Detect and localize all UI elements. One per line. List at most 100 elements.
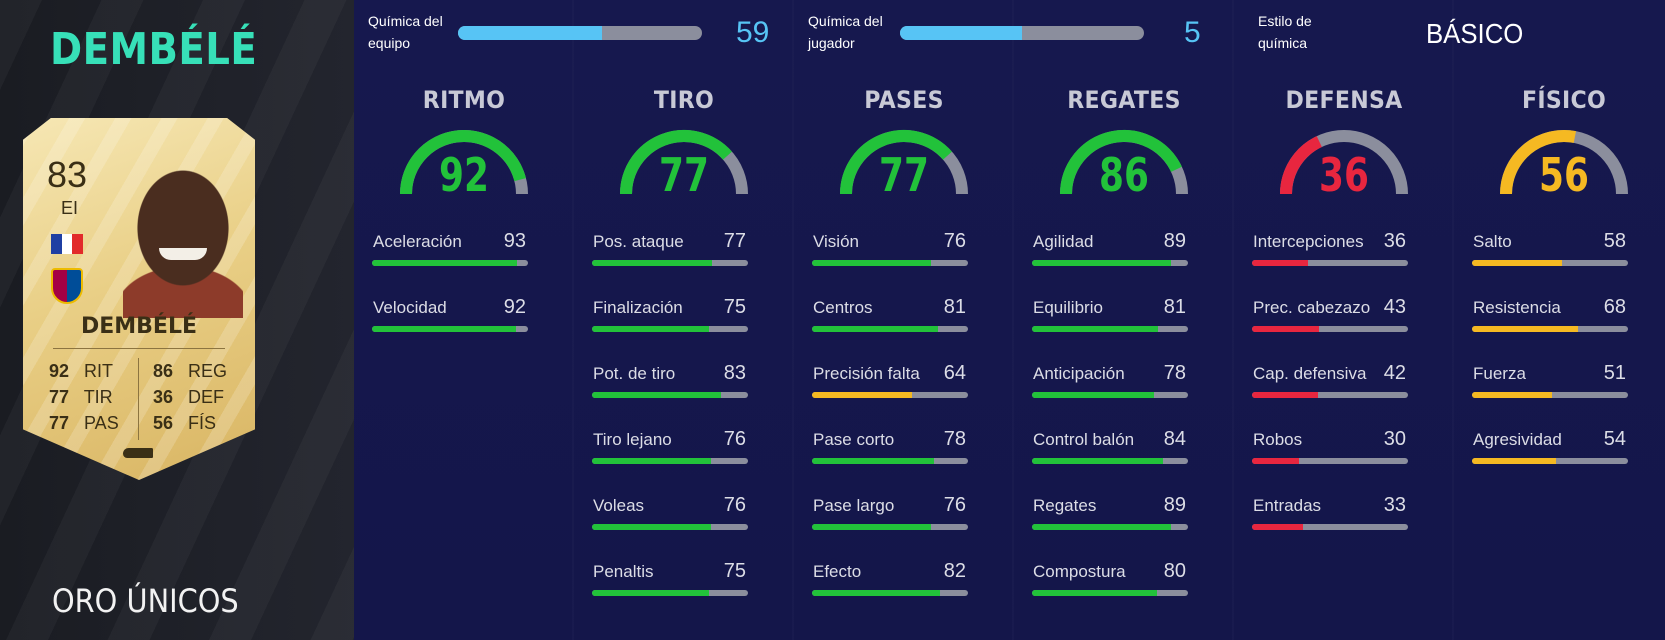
attribute-value: 58 xyxy=(1603,230,1626,252)
category-tiro: TIRO 77 xyxy=(594,86,774,202)
category-title: TIRO xyxy=(653,86,715,114)
attribute-value: 68 xyxy=(1603,296,1626,318)
player-panel: DEMBÉLÉ 83 EI DEMBÉLÉ 92 RIT 77 TIR 77 P… xyxy=(0,0,354,640)
attribute-bar-fill xyxy=(592,392,722,398)
team-chemistry-value: 59 xyxy=(736,16,770,49)
attribute-name: Fuerza xyxy=(1473,364,1526,383)
attribute-bar-fill xyxy=(592,524,711,530)
attribute-name: Prec. cabezazo xyxy=(1253,298,1371,317)
attribute-bar xyxy=(592,260,748,266)
category-ritmo: RITMO 92 xyxy=(374,86,554,202)
attribute-name: Intercepciones xyxy=(1253,232,1364,251)
attribute-value: 89 xyxy=(1163,230,1186,252)
player-chemistry-bar xyxy=(900,26,1144,40)
card-stat: 56 FÍS xyxy=(153,413,217,433)
attribute-bar-fill xyxy=(812,326,939,332)
category-gauge: 86 xyxy=(1058,128,1190,202)
attribute-bar-fill xyxy=(592,458,711,464)
attribute-bar-fill xyxy=(1472,392,1552,398)
attribute-name: Equilibrio xyxy=(1033,298,1103,317)
attribute-bar xyxy=(1472,326,1628,332)
attribute-bar xyxy=(1032,326,1188,332)
chemistry-style-label: Estilo de química xyxy=(1258,13,1312,51)
attribute-bar xyxy=(1252,326,1408,332)
attribute-bar-fill xyxy=(372,326,516,332)
card-stat: 92 RIT xyxy=(49,361,114,381)
attribute-value: 81 xyxy=(943,296,966,318)
category-gauge: 36 xyxy=(1278,128,1410,202)
player-chemistry-fill xyxy=(900,26,1022,40)
attribute-value: 54 xyxy=(1603,428,1626,450)
attribute-name: Tiro lejano xyxy=(593,430,672,449)
attribute-value: 89 xyxy=(1163,494,1186,516)
attribute-value: 76 xyxy=(943,494,966,516)
attribute-bar xyxy=(1252,458,1408,464)
category-title: RITMO xyxy=(422,86,506,114)
attribute-name: Agresividad xyxy=(1473,430,1562,449)
attribute-bar xyxy=(812,590,968,596)
player-chemistry-label: Química del jugador xyxy=(808,13,883,51)
category-value: 77 xyxy=(879,148,929,202)
attribute-value: 84 xyxy=(1163,428,1186,450)
attribute-bar-fill xyxy=(812,392,912,398)
attribute-bar-fill xyxy=(1252,326,1320,332)
attribute-bar xyxy=(592,524,748,530)
attribute-name: Compostura xyxy=(1033,562,1126,581)
attribute-name: Precisión falta xyxy=(813,364,920,383)
card-type-label: ORO ÚNICOS xyxy=(52,582,239,620)
attribute-bar-fill xyxy=(592,590,709,596)
attribute-name: Visión xyxy=(813,232,859,251)
player-card[interactable]: 83 EI DEMBÉLÉ 92 RIT 77 TIR 77 PAS 86 RE… xyxy=(23,118,255,480)
attribute-bar xyxy=(592,458,748,464)
attribute-name: Pase largo xyxy=(813,496,895,515)
gauge-svg xyxy=(840,129,968,195)
attribute-value: 76 xyxy=(723,494,746,516)
attribute-name: Pase corto xyxy=(813,430,895,449)
attribute-name: Control balón xyxy=(1033,430,1135,449)
category-value: 77 xyxy=(659,148,709,202)
chemistry-style-value[interactable]: BÁSICO xyxy=(1426,18,1524,49)
attribute-bar-fill xyxy=(1032,524,1171,530)
attribute-bar xyxy=(1472,392,1628,398)
category-title: FÍSICO xyxy=(1521,86,1607,114)
category-title: DEFENSA xyxy=(1285,86,1403,114)
attribute-bar-fill xyxy=(592,326,709,332)
attribute-bar xyxy=(372,326,528,332)
attribute-name: Finalización xyxy=(593,298,683,317)
attribute-bar xyxy=(812,524,968,530)
attribute-name: Aceleración xyxy=(373,232,462,251)
category-defensa: DEFENSA 36 xyxy=(1254,86,1434,202)
attribute-bar xyxy=(592,392,748,398)
attribute-bar-fill xyxy=(1472,260,1563,266)
attribute-name: Penaltis xyxy=(593,562,654,581)
attribute-value: 43 xyxy=(1383,296,1406,318)
card-divider xyxy=(53,348,225,349)
attribute-value: 42 xyxy=(1383,362,1406,384)
attribute-value: 76 xyxy=(723,428,746,450)
attribute-name: Salto xyxy=(1473,232,1512,251)
gauge-fill xyxy=(620,129,733,195)
attribute-value: 92 xyxy=(503,296,526,318)
attribute-bar-fill xyxy=(1032,458,1164,464)
attribute-value: 78 xyxy=(1163,362,1186,384)
attribute-bar xyxy=(1252,524,1408,530)
attribute-bar xyxy=(592,326,748,332)
attribute-bar-fill xyxy=(1032,326,1159,332)
attribute-bar-fill xyxy=(1252,524,1304,530)
attribute-bar xyxy=(812,326,968,332)
attribute-bar xyxy=(812,392,968,398)
attribute-value: 30 xyxy=(1383,428,1406,450)
attribute-bar-fill xyxy=(812,260,931,266)
card-stat: 86 REG xyxy=(153,361,228,381)
attribute-bar-fill xyxy=(592,260,713,266)
category-title: PASES xyxy=(864,86,944,114)
gauge-svg xyxy=(1060,130,1188,195)
attribute-value: 78 xyxy=(943,428,966,450)
gauge-fill xyxy=(1280,136,1323,195)
card-stat: 77 PAS xyxy=(49,413,119,433)
attribute-bar-fill xyxy=(1252,458,1299,464)
attribute-bar xyxy=(1472,458,1628,464)
card-stats-left: 92 RIT 77 TIR 77 PAS xyxy=(49,358,119,436)
category-gauge: 56 xyxy=(1498,128,1630,202)
category-gauge: 77 xyxy=(618,128,750,202)
